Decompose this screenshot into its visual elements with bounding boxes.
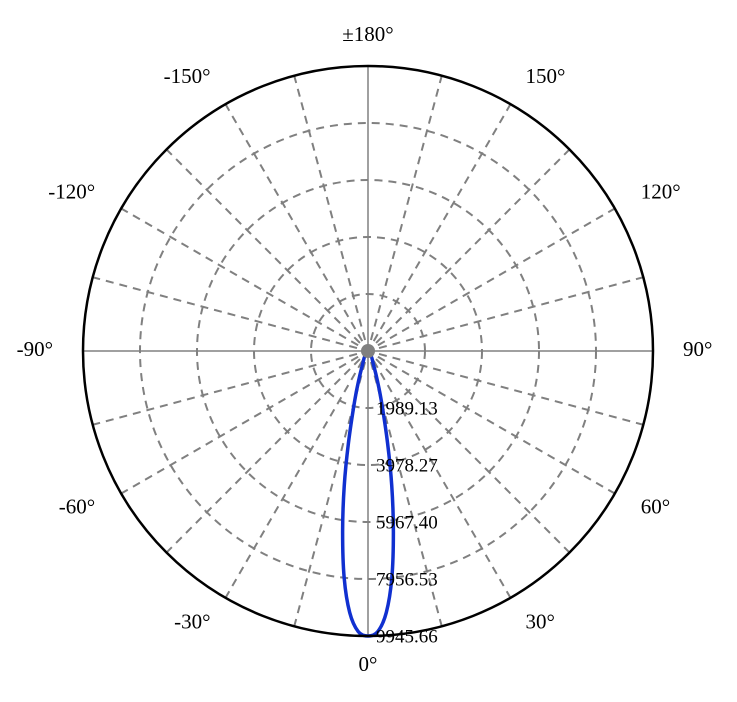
radial-label: 3978.27 — [376, 455, 438, 476]
grid-spoke — [294, 76, 365, 340]
angle-label: -60° — [59, 494, 95, 518]
angle-label: 120° — [641, 179, 681, 203]
angle-label: -150° — [164, 64, 211, 88]
grid-spoke — [93, 277, 357, 348]
angle-label: -30° — [174, 610, 210, 634]
center-dot — [361, 344, 375, 358]
angle-label: -90° — [17, 337, 53, 361]
angle-label: 90° — [683, 337, 712, 361]
angle-label: ±180° — [342, 22, 393, 46]
angle-label: 150° — [526, 64, 566, 88]
radial-label: 7956.53 — [376, 569, 438, 590]
radial-label: 5967.40 — [376, 512, 438, 533]
grid-spoke — [121, 209, 358, 346]
grid-spoke — [166, 149, 359, 342]
grid-spoke — [93, 354, 357, 425]
grid-spoke — [166, 359, 359, 552]
angle-label: 30° — [526, 610, 555, 634]
grid-spoke — [376, 149, 569, 342]
angle-label: 0° — [359, 652, 378, 676]
polar-chart: 1989.133978.275967.407956.539945.660°30°… — [0, 0, 737, 702]
angle-label: 60° — [641, 494, 670, 518]
grid-spoke — [121, 357, 358, 494]
grid-spoke — [371, 76, 442, 340]
grid-spoke — [378, 209, 615, 346]
grid-spoke — [226, 104, 363, 341]
grid-spoke — [379, 277, 643, 348]
grid-spoke — [374, 104, 511, 341]
angle-label: -120° — [48, 179, 95, 203]
radial-label: 1989.13 — [376, 398, 438, 419]
